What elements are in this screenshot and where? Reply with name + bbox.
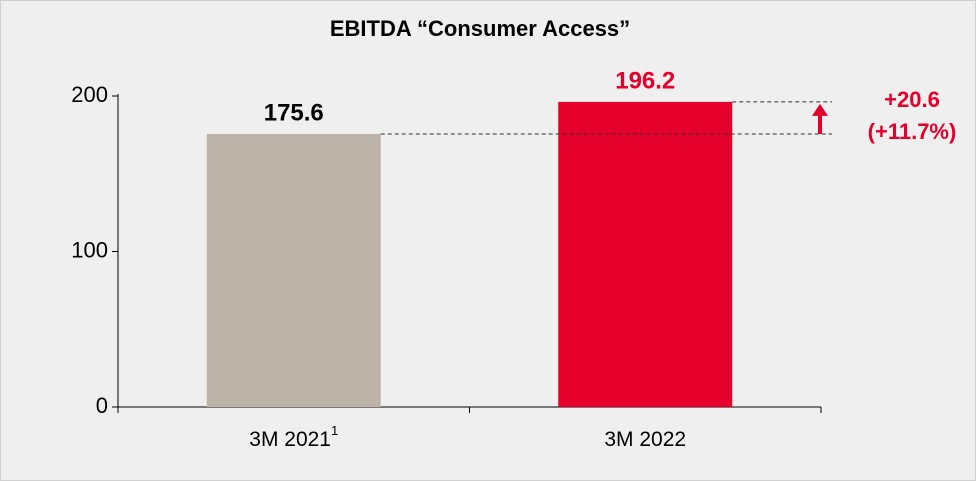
- value-label: 196.2: [615, 67, 675, 94]
- delta-arrowhead: [812, 103, 828, 116]
- annotation: +20.6: [884, 87, 940, 112]
- category-superscript: 1: [331, 423, 338, 438]
- y-tick-label: 200: [71, 82, 108, 107]
- bar: [558, 101, 733, 407]
- annotation: (+11.7%): [868, 119, 957, 144]
- y-tick-label: 100: [71, 237, 108, 262]
- x-tick-label: 3M 20211: [249, 423, 338, 450]
- bar: [206, 133, 381, 407]
- category-label: 3M 2021: [249, 428, 331, 451]
- category-label: 3M 2022: [604, 428, 686, 451]
- value-label: 175.6: [264, 99, 324, 126]
- chart-title: EBITDA “Consumer Access”: [330, 16, 630, 41]
- x-tick-label: 3M 2022: [604, 428, 686, 451]
- y-tick-label: 0: [96, 393, 108, 418]
